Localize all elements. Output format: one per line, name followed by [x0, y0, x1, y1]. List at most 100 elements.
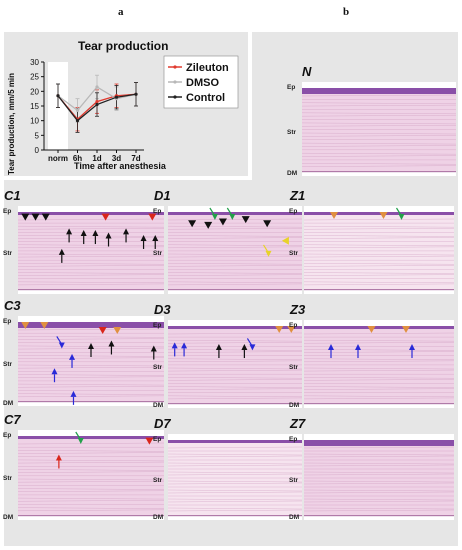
epithelium-layer — [18, 212, 164, 215]
tissue-label-ep-d3: Ep — [153, 322, 162, 329]
stroma-lamella — [303, 491, 455, 494]
tissue-label-str-c1: Str — [3, 250, 13, 257]
stroma-lamella — [303, 225, 455, 228]
arrow-blue — [58, 342, 65, 349]
stroma-lamella — [17, 442, 165, 445]
arrow-shaft-blue — [56, 336, 63, 345]
stroma-lamella — [167, 281, 303, 284]
micrograph-image-d1 — [167, 207, 303, 291]
tissue-label-ep-z1: Ep — [289, 208, 298, 215]
stroma-lamella — [303, 351, 455, 353]
epithelium-layer — [18, 436, 164, 439]
stroma-lamella — [167, 462, 303, 465]
arrow-yellow — [281, 236, 289, 245]
arrow-red — [101, 213, 110, 221]
tissue-label-str-z3: Str — [289, 364, 299, 371]
legend-marker-dmso — [173, 80, 177, 84]
series-point-dmso — [75, 108, 80, 112]
stroma-lamella — [303, 339, 455, 342]
stroma-lamella — [167, 397, 303, 400]
arrow-blue — [171, 342, 178, 349]
arrow-black — [58, 248, 65, 255]
stroma-lamella — [17, 274, 165, 276]
stroma-lamella — [303, 471, 455, 474]
descemet-membrane — [304, 403, 454, 405]
arrow-orange — [402, 326, 410, 333]
stroma-lamella — [167, 446, 303, 449]
stroma-lamella — [17, 357, 165, 359]
stroma-lamella — [17, 500, 165, 502]
stroma-lamella — [17, 255, 165, 258]
micrograph-d3 — [167, 320, 303, 408]
micrograph-z3 — [303, 320, 455, 408]
stroma — [302, 88, 456, 172]
micrograph-d1 — [167, 206, 303, 294]
series-point-control — [134, 92, 138, 96]
stroma-lamella — [167, 244, 303, 246]
stroma-lamella — [17, 471, 165, 473]
stroma-lamella — [303, 263, 455, 265]
micrograph-image-d3 — [167, 326, 303, 405]
y-tick-label: 15 — [30, 102, 39, 111]
stroma-lamella — [167, 225, 303, 228]
stroma-lamella — [303, 342, 455, 344]
micrograph-d7 — [167, 434, 303, 520]
stroma-lamella — [167, 369, 303, 372]
stroma-lamella — [167, 455, 303, 458]
micrograph-label-z7: Z7 — [290, 416, 306, 431]
stroma-lamella — [303, 446, 455, 449]
stroma-lamella — [167, 360, 303, 363]
arrow-red — [98, 327, 107, 335]
stroma-lamella — [167, 464, 303, 467]
stroma-lamella — [303, 482, 455, 485]
stroma-lamella — [301, 163, 457, 165]
stroma-lamella — [167, 263, 303, 265]
micrograph-z1 — [303, 206, 455, 294]
stroma-lamella — [167, 507, 303, 510]
stroma-lamella — [303, 244, 455, 246]
stroma-lamella — [301, 94, 457, 97]
stroma-lamella — [17, 218, 165, 221]
tissue-label-dm-c7: DM — [3, 514, 14, 521]
chart-xlabel: Time after anesthesia — [74, 161, 167, 171]
stroma-lamella — [167, 489, 303, 492]
stroma-lamella — [167, 265, 303, 267]
legend-label-control: Control — [186, 92, 225, 104]
stroma-lamella — [303, 253, 455, 256]
stroma-lamella — [167, 482, 303, 485]
stroma-lamella — [303, 358, 455, 360]
stroma-lamella — [303, 235, 455, 237]
stroma-lamella — [167, 491, 303, 494]
stroma-lamella — [17, 328, 165, 331]
stroma-lamella — [17, 469, 165, 471]
tissue-label-dm-c3: DM — [3, 400, 14, 407]
arrow-black — [218, 218, 227, 226]
arrow-green — [77, 438, 84, 444]
descemet-membrane — [304, 515, 454, 517]
arrow-black — [31, 213, 40, 221]
stroma-lamella — [167, 358, 303, 360]
micrograph-image-c3 — [17, 322, 165, 405]
stroma-lamella — [167, 367, 303, 370]
stroma-lamella — [167, 272, 303, 274]
chart-title: Tear production — [78, 39, 168, 53]
tissue-label-ep-c3: Ep — [3, 318, 12, 325]
stroma-lamella — [303, 369, 455, 372]
stroma-lamella — [167, 480, 303, 483]
arrow-blue — [51, 368, 58, 375]
tissue-label-dm-z3: DM — [289, 402, 300, 409]
descemet-membrane — [168, 289, 302, 291]
stroma-lamella — [303, 272, 455, 274]
stroma-lamella — [303, 255, 455, 258]
micrograph-image-c1 — [17, 212, 165, 291]
arrow-black — [92, 230, 99, 237]
tissue-label-str-d1: Str — [153, 250, 163, 257]
arrow-shaft-green — [226, 207, 233, 217]
y-tick-label: 30 — [30, 58, 39, 67]
stroma-lamella — [17, 395, 165, 398]
arrow-shaft-green — [209, 207, 216, 217]
arrow-black — [263, 220, 272, 228]
chart-svg: Tear production 0 5 10 15 20 25 30 norm 6h 1d 3d 7d… — [7, 39, 239, 175]
arrow-blue — [409, 344, 415, 351]
stroma-lamella — [303, 274, 455, 276]
